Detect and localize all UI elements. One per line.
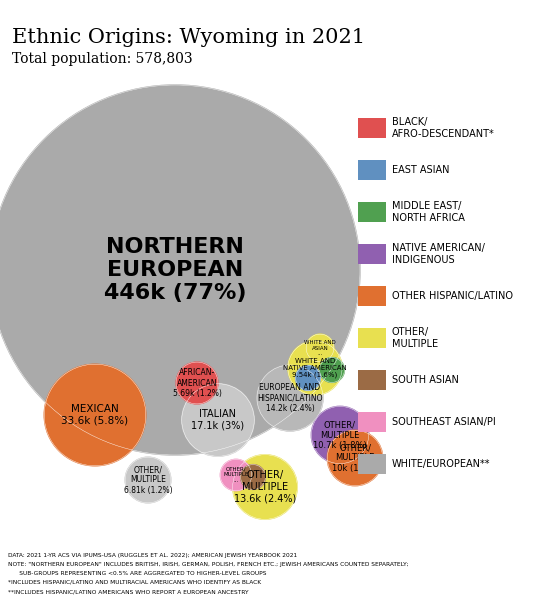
Circle shape bbox=[241, 465, 265, 489]
Circle shape bbox=[327, 430, 383, 486]
Text: SOUTHEAST ASIAN/PI: SOUTHEAST ASIAN/PI bbox=[392, 417, 496, 427]
Circle shape bbox=[44, 364, 146, 466]
Bar bbox=[358, 370, 386, 390]
Text: MIDDLE EAST/
NORTH AFRICA: MIDDLE EAST/ NORTH AFRICA bbox=[392, 201, 465, 223]
Circle shape bbox=[233, 455, 297, 519]
Text: OTHER HISPANIC/LATINO: OTHER HISPANIC/LATINO bbox=[392, 291, 513, 301]
Text: OTHER/
MULTIPLE
...: OTHER/ MULTIPLE ... bbox=[223, 467, 249, 483]
Circle shape bbox=[311, 406, 369, 464]
Text: NATIVE AMERICAN/
INDIGENOUS: NATIVE AMERICAN/ INDIGENOUS bbox=[392, 243, 485, 265]
Circle shape bbox=[257, 365, 323, 431]
Circle shape bbox=[125, 457, 171, 503]
Text: EAST ASIAN: EAST ASIAN bbox=[392, 165, 450, 175]
Circle shape bbox=[320, 358, 345, 382]
Text: Ethnic Origins: Wyoming in 2021: Ethnic Origins: Wyoming in 2021 bbox=[12, 28, 365, 47]
Text: WHITE AND
ASIAN
...: WHITE AND ASIAN ... bbox=[304, 340, 336, 356]
Bar bbox=[358, 118, 386, 138]
Text: ITALIAN
17.1k (3%): ITALIAN 17.1k (3%) bbox=[191, 409, 245, 431]
Text: *INCLUDES HISPANIC/LATINO AND MULTIRACIAL AMERICANS WHO IDENTIFY AS BLACK: *INCLUDES HISPANIC/LATINO AND MULTIRACIA… bbox=[8, 580, 261, 585]
Bar bbox=[358, 160, 386, 180]
Circle shape bbox=[0, 85, 360, 455]
Text: OTHER/
MULTIPLE
13.6k (2.4%): OTHER/ MULTIPLE 13.6k (2.4%) bbox=[234, 470, 296, 504]
Circle shape bbox=[182, 384, 254, 456]
Circle shape bbox=[296, 365, 320, 391]
Text: BLACK/
AFRO-DESCENDANT*: BLACK/ AFRO-DESCENDANT* bbox=[392, 117, 495, 139]
Circle shape bbox=[176, 362, 218, 404]
Bar bbox=[358, 412, 386, 432]
Circle shape bbox=[306, 334, 334, 362]
Bar bbox=[358, 328, 386, 348]
Text: AFRICAN-
AMERICAN
5.69k (1.2%): AFRICAN- AMERICAN 5.69k (1.2%) bbox=[173, 368, 221, 398]
Text: WHITE AND
NATIVE AMERICAN
9.54k (1.6%): WHITE AND NATIVE AMERICAN 9.54k (1.6%) bbox=[283, 358, 347, 378]
Bar bbox=[358, 286, 386, 306]
Text: EUROPEAN AND
HISPANIC/LATINO
14.2k (2.4%): EUROPEAN AND HISPANIC/LATINO 14.2k (2.4%… bbox=[258, 383, 323, 413]
Text: Total population: 578,803: Total population: 578,803 bbox=[12, 52, 193, 66]
Text: NOTE: "NORTHERN EUROPEAN" INCLUDES BRITISH, IRISH, GERMAN, POLISH, FRENCH ETC.; : NOTE: "NORTHERN EUROPEAN" INCLUDES BRITI… bbox=[8, 562, 408, 567]
Bar bbox=[358, 202, 386, 222]
Text: OTHER/
MULTIPLE
6.81k (1.2%): OTHER/ MULTIPLE 6.81k (1.2%) bbox=[124, 465, 172, 495]
Bar bbox=[358, 454, 386, 474]
Bar bbox=[358, 244, 386, 264]
Circle shape bbox=[220, 459, 251, 491]
Text: MEXICAN
33.6k (5.8%): MEXICAN 33.6k (5.8%) bbox=[62, 404, 129, 426]
Text: SUB-GROUPS REPRESENTING <0.5% ARE AGGREGATED TO HIGHER-LEVEL GROUPS: SUB-GROUPS REPRESENTING <0.5% ARE AGGREG… bbox=[8, 571, 266, 576]
Text: SOUTH ASIAN: SOUTH ASIAN bbox=[392, 375, 459, 385]
Text: DATA: 2021 1-YR ACS VIA IPUMS-USA (RUGGLES ET AL. 2022); AMERICAN JEWISH YEARBOO: DATA: 2021 1-YR ACS VIA IPUMS-USA (RUGGL… bbox=[8, 553, 297, 558]
Text: OTHER/
MULTIPLE
10k (1.7%): OTHER/ MULTIPLE 10k (1.7%) bbox=[332, 443, 378, 473]
Text: OTHER/
MULTIPLE: OTHER/ MULTIPLE bbox=[392, 327, 438, 349]
Text: **INCLUDES HISPANIC/LATINO AMERICANS WHO REPORT A EUROPEAN ANCESTRY: **INCLUDES HISPANIC/LATINO AMERICANS WHO… bbox=[8, 589, 249, 594]
Text: WHITE/EUROPEAN**: WHITE/EUROPEAN** bbox=[392, 459, 491, 469]
Text: NORTHERN
EUROPEAN
446k (77%): NORTHERN EUROPEAN 446k (77%) bbox=[104, 237, 246, 303]
Circle shape bbox=[288, 341, 342, 395]
Text: OTHER/
MULTIPLE
10.7k (1.8%): OTHER/ MULTIPLE 10.7k (1.8%) bbox=[313, 420, 367, 450]
